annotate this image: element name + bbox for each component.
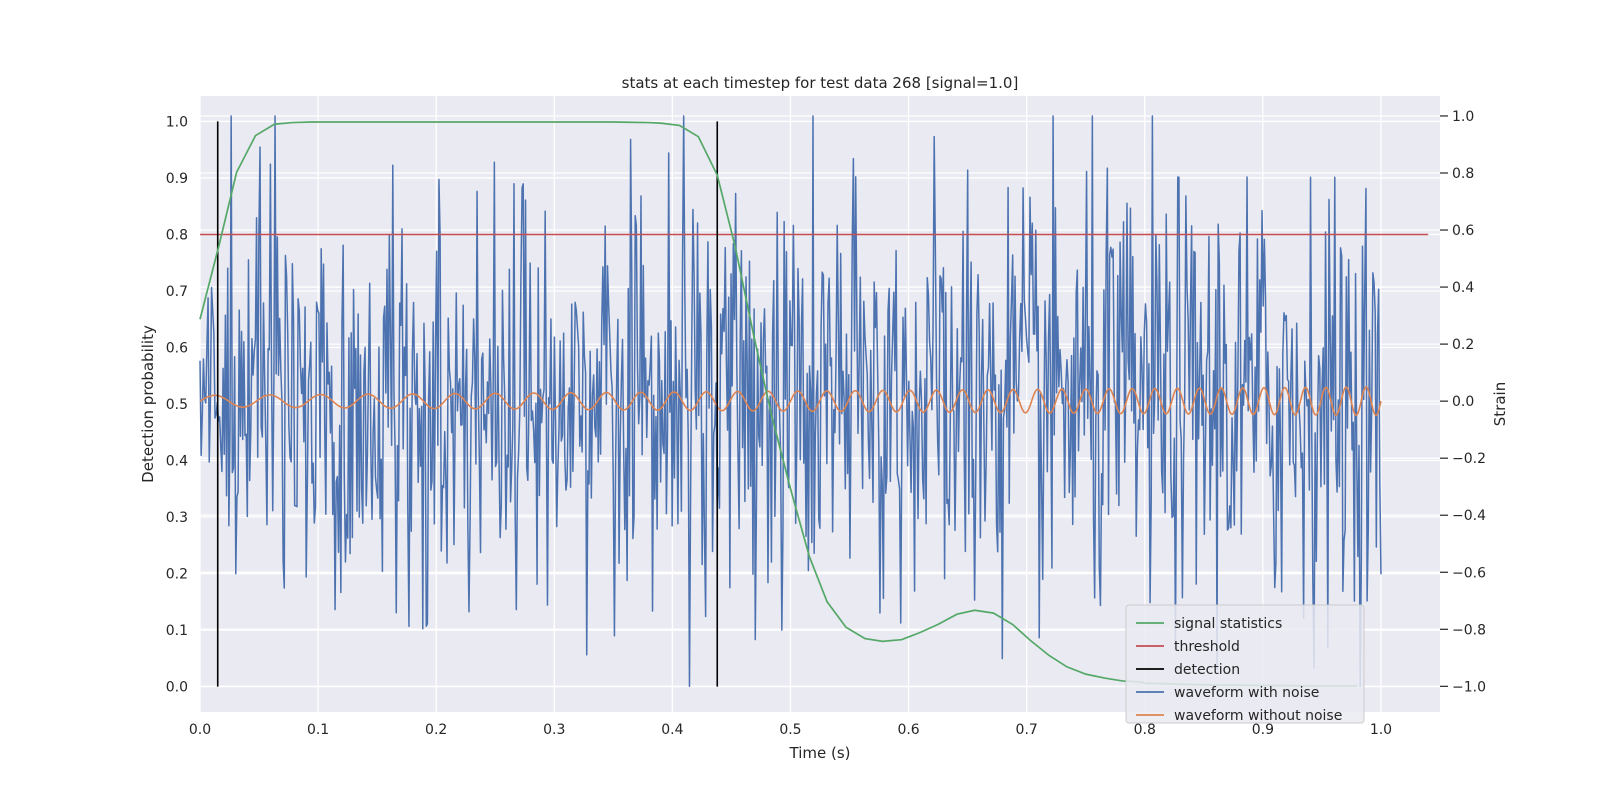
y-tick-label: 0.8 (166, 227, 188, 243)
x-tick-label: 0.7 (1016, 722, 1038, 738)
legend-label: threshold (1174, 639, 1240, 655)
legend-label: signal statistics (1174, 616, 1282, 632)
x-tick-label: 0.9 (1252, 722, 1274, 738)
legend: signal statistics threshold detection wavef… (1125, 604, 1365, 724)
x-axis-label: Time (s) (789, 744, 851, 762)
y-right-tick-label: 0.4 (1452, 280, 1474, 296)
x-tick-label: 0.5 (779, 722, 801, 738)
x-tick-label: 0.3 (543, 722, 565, 738)
series-layer (199, 115, 1429, 688)
legend-label: waveform without noise (1174, 708, 1342, 724)
y-tick-label: 0.0 (166, 680, 188, 696)
x-tick-label: 0.4 (661, 722, 683, 738)
y-right-tick-label: −0.8 (1452, 622, 1486, 638)
legend-label: waveform with noise (1174, 685, 1319, 701)
y-tick-label: 1.0 (166, 114, 188, 130)
y-tick-label: 0.4 (166, 454, 188, 470)
y-right-tick-label: −1.0 (1452, 679, 1486, 695)
waveform-with-noise-line (199, 115, 1382, 688)
y-right-axis-label: Strain (1491, 382, 1509, 426)
x-tick-label: 0.6 (897, 722, 919, 738)
y-tick-label: 0.9 (166, 171, 188, 187)
x-tick-label: 1.0 (1370, 722, 1392, 738)
y-tick-label: 0.2 (166, 567, 188, 583)
x-tick-label: 0.0 (189, 722, 211, 738)
y-tick-label: 0.5 (166, 397, 188, 413)
y-right-tick-label: −0.2 (1452, 451, 1486, 467)
signal-statistics-line (199, 121, 1358, 687)
y-right-tick-label: −0.6 (1452, 565, 1486, 581)
y-right-tick-label: −0.4 (1452, 508, 1486, 524)
y-right-tick-label: 1.0 (1452, 109, 1474, 125)
ticks: 0.0 0.1 0.2 0.3 0.4 0.5 0.6 0.7 0.8 0.9 1.0 0.0 0.1 0… (166, 109, 1486, 738)
y-tick-label: 0.7 (166, 284, 188, 300)
legend-label: detection (1174, 662, 1240, 678)
y-tick-label: 0.1 (166, 623, 188, 639)
y-tick-label: 0.3 (166, 510, 188, 526)
y-tick-label: 0.6 (166, 340, 188, 356)
waveform-without-noise-line (199, 386, 1382, 417)
y-right-tick-label: 0.8 (1452, 166, 1474, 182)
y-right-tick-label: 0.6 (1452, 223, 1474, 239)
chart-title: stats at each timestep for test data 268… (622, 74, 1019, 92)
legend-box (1125, 604, 1365, 724)
y-right-tick-label: 0.2 (1452, 337, 1474, 353)
y-axis-label: Detection probability (139, 325, 157, 483)
x-tick-label: 0.8 (1134, 722, 1156, 738)
x-tick-label: 0.2 (425, 722, 447, 738)
x-tick-label: 0.1 (307, 722, 329, 738)
y-right-tick-label: 0.0 (1452, 394, 1474, 410)
